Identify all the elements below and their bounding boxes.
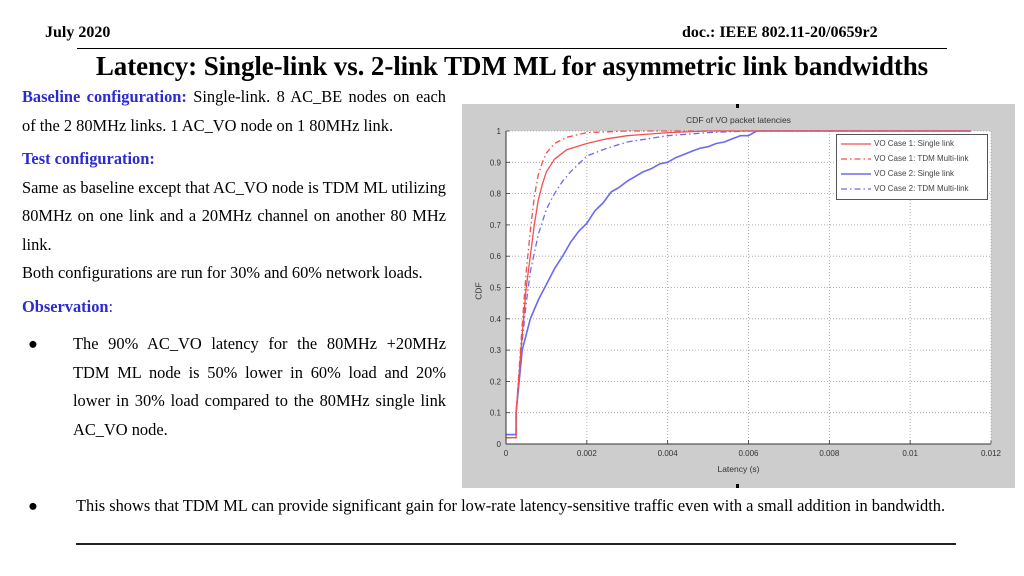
baseline-text: Single-link. 8 AC_BE nodes on each of th… <box>22 87 446 135</box>
legend-line-solid-red-icon <box>841 142 871 145</box>
y-tick-label: 0 <box>497 440 502 449</box>
legend-item: VO Case 1: Single link <box>841 136 954 151</box>
legend-item: VO Case 1: TDM Multi-link <box>841 151 969 166</box>
header-date: July 2020 <box>45 24 111 41</box>
x-tick-label: 0.012 <box>981 449 1002 458</box>
chart-legend: VO Case 1: Single link VO Case 1: TDM Mu… <box>836 134 988 200</box>
observation-bullet-text: The 90% AC_VO latency for the 80MHz +20M… <box>73 334 446 439</box>
y-tick-label: 0.2 <box>490 377 502 386</box>
legend-line-solid-blue-icon <box>841 172 871 175</box>
observation-label: Observation <box>22 296 109 316</box>
series-line <box>506 130 971 439</box>
y-tick-label: 0.5 <box>490 284 502 293</box>
legend-item: VO Case 2: Single link <box>841 166 954 181</box>
x-tick-label: 0.01 <box>902 449 918 458</box>
x-tick-label: 0.002 <box>577 449 598 458</box>
chart-y-label: CDF <box>473 282 484 300</box>
x-tick-label: 0.004 <box>658 449 679 458</box>
legend-line-dashdot-blue-icon <box>841 187 871 190</box>
legend-label: VO Case 1: Single link <box>874 139 955 148</box>
baseline-label: Baseline configuration: <box>22 87 187 106</box>
y-tick-label: 0.6 <box>490 252 502 261</box>
legend-label: VO Case 2: TDM Multi-link <box>874 184 969 193</box>
series-line <box>506 130 971 436</box>
legend-item: VO Case 2: TDM Multi-link <box>841 181 969 196</box>
test-label-paragraph: Test configuration: <box>22 145 446 174</box>
test-label: Test configuration: <box>22 149 155 168</box>
chart-x-label: Latency (s) <box>717 464 760 474</box>
loads-text: Both configurations are run for 30% and … <box>22 263 423 282</box>
resize-handle-bottom-icon <box>736 484 739 488</box>
x-tick-label: 0.006 <box>738 449 759 458</box>
bullet-icon: ● <box>28 334 38 353</box>
legend-label: VO Case 2: Single link <box>874 169 955 178</box>
y-tick-label: 0.7 <box>490 221 502 230</box>
y-tick-label: 0.1 <box>490 409 502 418</box>
x-tick-label: 0 <box>504 449 509 458</box>
test-text: Same as baseline except that AC_VO node … <box>22 177 446 254</box>
series-line <box>506 130 971 439</box>
bullet-icon: ● <box>28 496 38 515</box>
resize-handle-top-icon <box>736 104 739 108</box>
baseline-paragraph: Baseline configuration: Single-link. 8 A… <box>22 83 446 140</box>
conclusion-text: This shows that TDM ML can provide signi… <box>76 496 946 515</box>
observation-paragraph: Observation: <box>22 293 446 322</box>
y-tick-label: 0.4 <box>490 315 502 324</box>
header-divider <box>77 48 947 49</box>
legend-line-dashdot-red-icon <box>841 157 871 160</box>
y-tick-label: 0.3 <box>490 346 502 355</box>
x-tick-label: 0.008 <box>819 449 840 458</box>
y-tick-label: 0.8 <box>490 190 502 199</box>
y-tick-label: 0.9 <box>490 158 502 167</box>
cdf-chart: 0 0.002 0.004 0.006 0.008 0.01 0.012 0 0.1 0.2 0.3… <box>462 104 1015 488</box>
left-text-column: Baseline configuration: Single-link. 8 A… <box>22 83 446 444</box>
y-tick-label: 1 <box>497 127 502 136</box>
header-doc-id: doc.: IEEE 802.11-20/0659r2 <box>682 24 878 41</box>
slide-title: Latency: Single-link vs. 2-link TDM ML f… <box>95 51 929 81</box>
chart-title: CDF of VO packet latencies <box>686 115 791 125</box>
footer-divider <box>76 543 956 545</box>
observation-colon: : <box>108 296 114 316</box>
legend-label: VO Case 1: TDM Multi-link <box>874 154 969 163</box>
observation-bullet: ● The 90% AC_VO latency for the 80MHz +2… <box>22 330 446 444</box>
conclusion-bullet: ● This shows that TDM ML can provide sig… <box>22 491 987 520</box>
series-line <box>506 130 971 439</box>
